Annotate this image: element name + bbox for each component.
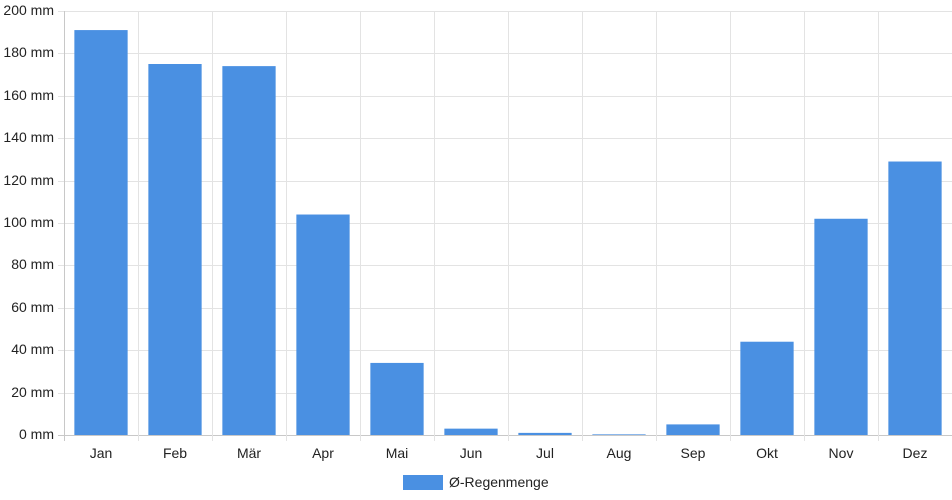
x-tick-label: Aug [607,445,632,461]
x-tick-label: Jan [90,445,113,461]
x-tick-label: Apr [312,445,334,461]
bar-dez[interactable] [888,161,942,435]
y-tick-label: 0 mm [19,426,54,442]
legend-swatch [403,474,443,490]
bar-okt[interactable] [740,341,794,435]
y-tick-label: 140 mm [3,129,54,145]
x-tick-label: Jul [536,445,554,461]
y-tick-label: 180 mm [3,44,54,60]
grid-lines [58,11,952,441]
legend-label: Ø-Regenmenge [449,474,549,490]
y-tick-label: 120 mm [3,172,54,188]
bar-aug[interactable] [592,434,646,435]
bar-jan[interactable] [74,30,128,436]
x-tick-label: Mai [386,445,409,461]
bar-series [74,30,942,436]
bar-jul[interactable] [518,432,572,435]
bar-mär[interactable] [222,66,276,436]
bar-mai[interactable] [370,362,424,435]
y-axis: 0 mm 20 mm 40 mm 60 mm 80 mm 100 mm 120 mm 140 … [3,2,54,442]
y-tick-label: 20 mm [11,384,54,400]
bar-sep[interactable] [666,424,720,435]
x-tick-label: Feb [163,445,187,461]
y-tick-label: 60 mm [11,299,54,315]
bar-feb[interactable] [148,64,202,435]
x-tick-label: Jun [460,445,483,461]
bar-apr[interactable] [296,214,350,435]
bar-nov[interactable] [814,218,868,435]
y-tick-label: 200 mm [3,2,54,18]
x-tick-label: Dez [903,445,928,461]
y-tick-label: 100 mm [3,214,54,230]
legend[interactable]: Ø-Regenmenge [403,473,549,491]
x-tick-label: Sep [681,445,706,461]
x-tick-label: Okt [756,445,778,461]
bar-jun[interactable] [444,428,498,435]
x-tick-label: Mär [237,445,261,461]
y-tick-label: 160 mm [3,87,54,103]
y-tick-label: 40 mm [11,341,54,357]
y-tick-label: 80 mm [11,256,54,272]
x-axis: Jan Feb Mär Apr Mai Jun Jul Aug Sep Okt Nov Dez [90,445,928,461]
x-tick-label: Nov [829,445,854,461]
